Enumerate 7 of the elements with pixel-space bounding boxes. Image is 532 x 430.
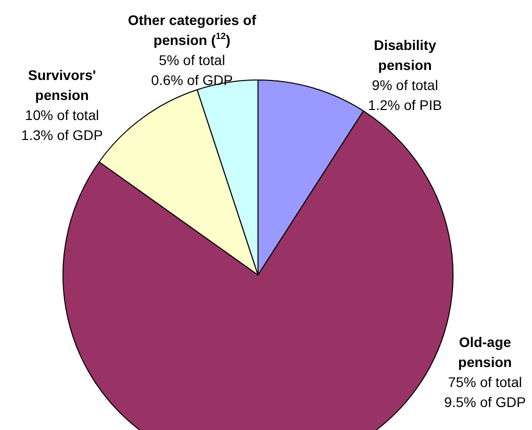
data-label: 5% of total 0.6% of GDP (151, 52, 233, 88)
data-label: 9% of total 1.2% of PIB (368, 77, 442, 113)
slice-label: Survivors' pension (28, 67, 96, 103)
data-label: 75% of total 9.5% of GDP (444, 374, 526, 410)
slice-label: Old-age pension (458, 334, 512, 370)
data-label: 10% of total 1.3% of GDP (21, 107, 103, 143)
slice-label: Disability pension (374, 37, 436, 73)
